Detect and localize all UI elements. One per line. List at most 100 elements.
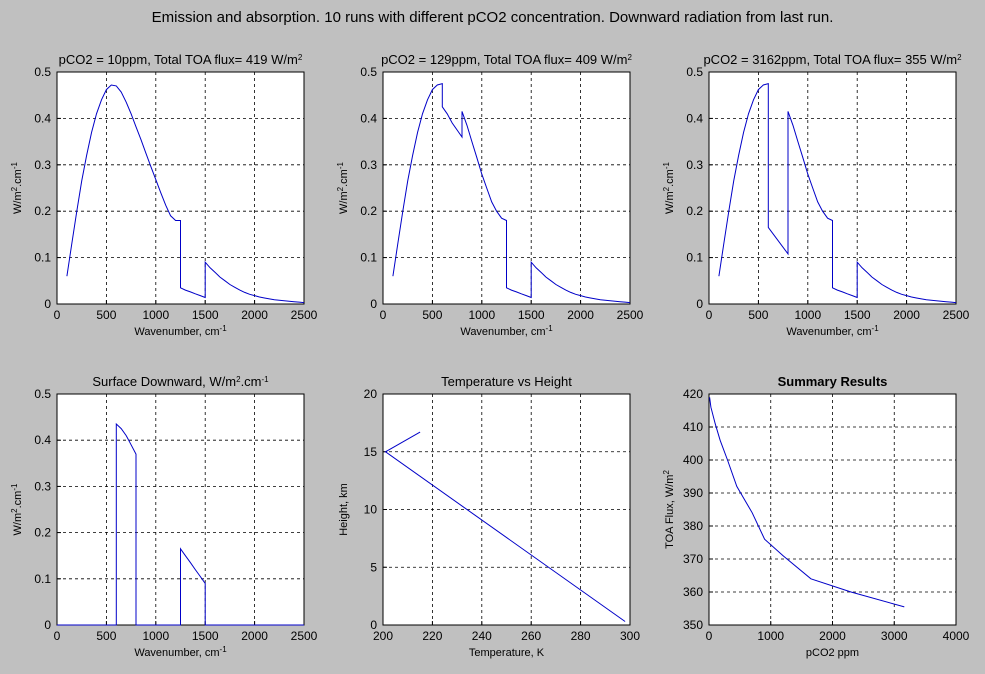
data-point: [926, 299, 927, 300]
data-point: [224, 280, 225, 281]
data-point: [244, 292, 245, 293]
data-point: [629, 302, 630, 303]
y-tick-label: 0: [696, 297, 703, 311]
y-tick-label: 0.2: [34, 204, 51, 218]
figure-title: Emission and absorption. 10 runs with di…: [151, 9, 834, 26]
data-point: [165, 205, 166, 206]
data-point: [758, 89, 759, 90]
x-tick-label: 500: [96, 629, 116, 643]
y-tick-label: 0.1: [360, 251, 377, 265]
data-point: [264, 297, 265, 298]
data-point: [111, 84, 112, 85]
data-point: [131, 444, 132, 445]
x-tick-label: 500: [422, 308, 442, 322]
chart-1: 0 500 1000 1500 2000 2500 0 0.1 0.2 0.3 0.4 0.5 pCO2…: [10, 52, 318, 338]
data-point: [810, 578, 811, 579]
data-point: [116, 85, 117, 86]
y-tick-label: 0.2: [34, 526, 51, 540]
data-point: [81, 180, 82, 181]
data-point: [936, 300, 937, 301]
y-tick-label: 370: [683, 552, 703, 566]
data-point: [738, 155, 739, 156]
data-point: [145, 153, 146, 154]
data-point: [96, 113, 97, 114]
x-tick-label: 1000: [142, 308, 169, 322]
y-tick-label: 0.3: [360, 158, 377, 172]
y-tick-label: 420: [683, 387, 703, 401]
data-point: [876, 280, 877, 281]
x-tick-label: 2500: [291, 629, 318, 643]
data-point: [595, 298, 596, 299]
data-point: [787, 111, 788, 112]
data-point: [303, 624, 304, 625]
x-tick-label: 500: [96, 308, 116, 322]
data-point: [733, 180, 734, 181]
data-point: [461, 136, 462, 137]
x-axis-label: Temperature, K: [469, 647, 545, 659]
data-point: [422, 113, 423, 114]
data-point: [269, 298, 270, 299]
data-point: [847, 293, 848, 294]
data-point: [590, 297, 591, 298]
data-point: [71, 243, 72, 244]
data-point: [600, 299, 601, 300]
data-point: [710, 407, 711, 408]
series-line: [709, 397, 905, 608]
y-tick-label: 350: [683, 618, 703, 632]
data-point: [279, 300, 280, 301]
data-point: [185, 555, 186, 556]
x-tick-label: 0: [54, 629, 61, 643]
data-point: [941, 301, 942, 302]
x-tick-label: 2000: [567, 308, 594, 322]
data-point: [625, 621, 626, 622]
data-point: [234, 287, 235, 288]
data-point: [200, 576, 201, 577]
data-point: [850, 591, 851, 592]
data-point: [723, 243, 724, 244]
y-tick-label: 400: [683, 453, 703, 467]
data-point: [886, 287, 887, 288]
data-point: [812, 187, 813, 188]
data-point: [437, 84, 438, 85]
y-tick-label: 0.5: [34, 65, 51, 79]
data-point: [852, 295, 853, 296]
data-point: [904, 606, 905, 607]
y-tick-label: 0.4: [686, 111, 703, 125]
data-point: [807, 174, 808, 175]
x-tick-label: 1000: [142, 629, 169, 643]
data-point: [545, 277, 546, 278]
y-tick-label: 0.4: [34, 433, 51, 447]
data-point: [200, 295, 201, 296]
data-point: [911, 296, 912, 297]
x-axis-label: Wavenumber, cm-1: [460, 324, 553, 339]
x-tick-label: 2500: [291, 308, 318, 322]
x-tick-label: 4000: [943, 629, 970, 643]
data-point: [289, 301, 290, 302]
data-point: [452, 122, 453, 123]
chart-6: 0 1000 2000 3000 4000 350 360 370 380 390 400 410 42…: [662, 374, 970, 659]
data-point: [116, 624, 117, 625]
data-point: [792, 125, 793, 126]
x-tick-label: 240: [472, 629, 492, 643]
data-point: [625, 302, 626, 303]
x-tick-label: 3000: [881, 629, 908, 643]
y-tick-label: 0.1: [34, 251, 51, 265]
chart-4: 0 500 1000 1500 2000 2500 0 0.1 0.2 0.3 0.4 0.5 Surf…: [10, 374, 318, 659]
data-point: [121, 428, 122, 429]
data-point: [135, 624, 136, 625]
x-tick-label: 260: [521, 629, 541, 643]
data-point: [531, 297, 532, 298]
x-tick-label: 1000: [468, 308, 495, 322]
data-point: [215, 272, 216, 273]
data-point: [787, 253, 788, 254]
chart-title: Summary Results: [778, 374, 888, 389]
data-point: [768, 227, 769, 228]
x-axis-label: Wavenumber, cm-1: [134, 324, 227, 339]
x-tick-label: 200: [373, 629, 393, 643]
data-point: [955, 302, 956, 303]
data-point: [294, 301, 295, 302]
data-point: [521, 293, 522, 294]
y-tick-label: 0.5: [34, 387, 51, 401]
y-tick-label: 0.4: [34, 111, 51, 125]
